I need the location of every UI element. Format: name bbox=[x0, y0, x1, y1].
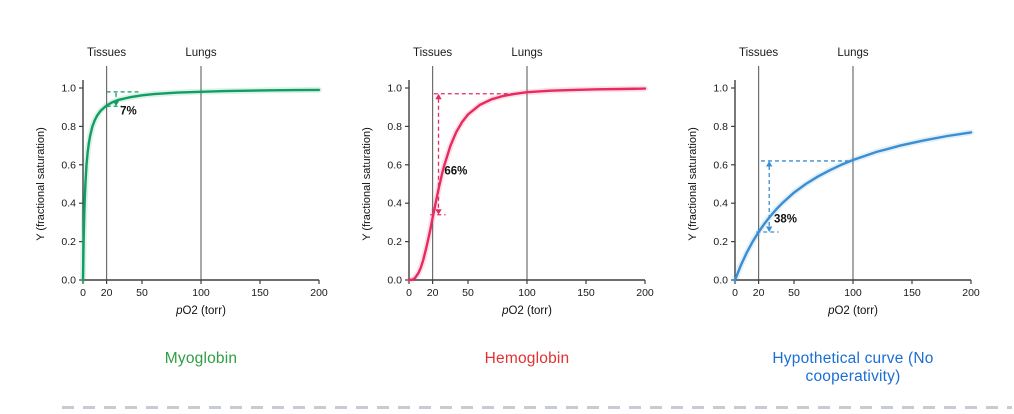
arrowhead-down-icon bbox=[435, 209, 442, 215]
x-tick-label: 0 bbox=[80, 287, 86, 299]
y-tick-label: 0.8 bbox=[61, 121, 76, 133]
saturation-curve bbox=[81, 88, 321, 282]
bottom-dashed-divider bbox=[62, 406, 1012, 409]
chart-myoglobin: Tissues Lungs 0 20 50 100 150 200 0.0 0.2 0.4 0.6 0.… bbox=[35, 47, 328, 317]
reference-label-tissues: Tissues bbox=[739, 47, 778, 59]
x-tick-label: 20 bbox=[753, 287, 765, 299]
arrowhead-down-icon bbox=[112, 100, 120, 107]
saturation-curve bbox=[733, 131, 973, 282]
y-tick-label: 1.0 bbox=[387, 83, 402, 95]
reference-label-lungs: Lungs bbox=[837, 47, 869, 59]
y-tick-label: 0.8 bbox=[713, 121, 728, 133]
y-tick-label: 0.0 bbox=[387, 275, 402, 287]
charts-row: Tissues Lungs 0 20 50 100 150 200 0.0 0.2 0.4 0.6 0.… bbox=[31, 40, 983, 386]
y-axis-title: Y (fractional saturation) bbox=[687, 127, 699, 241]
x-axis-title: pO2 (torr) bbox=[501, 305, 552, 317]
x-tick-label: 100 bbox=[844, 287, 862, 299]
reference-label-tissues: Tissues bbox=[413, 47, 452, 59]
chart-caption-hypothetical: Hypothetical curve (No cooperativity) bbox=[772, 350, 934, 385]
y-tick-label: 0.4 bbox=[713, 198, 728, 210]
x-tick-label: 150 bbox=[577, 287, 595, 299]
x-tick-label: 100 bbox=[192, 287, 210, 299]
x-tick-label: 150 bbox=[903, 287, 921, 299]
x-tick-label: 200 bbox=[636, 287, 654, 299]
y-tick-label: 0.2 bbox=[61, 236, 76, 248]
annotation-percent-label: 66% bbox=[444, 165, 467, 177]
annotation-percent-label: 7% bbox=[120, 105, 137, 117]
y-tick-label: 0.0 bbox=[713, 275, 728, 287]
arrowhead-down-icon bbox=[766, 226, 773, 232]
annotation-percent-label: 38% bbox=[774, 213, 797, 225]
y-tick-label: 0.4 bbox=[61, 198, 76, 210]
x-axis-title: pO2 (torr) bbox=[175, 305, 226, 317]
panel-myoglobin: Tissues Lungs 0 20 50 100 150 200 0.0 0.2 0.4 0.6 0.… bbox=[31, 40, 331, 386]
x-tick-label: 0 bbox=[732, 287, 738, 299]
y-axis-title: Y (fractional saturation) bbox=[35, 127, 47, 241]
chart-hypothetical: Tissues Lungs 0 20 50 100 150 200 0.0 0.2 0.4 0.6 0.… bbox=[687, 47, 980, 317]
panel-hemoglobin: Tissues Lungs 0 20 50 100 150 200 0.0 0.2 0.4 0.6 0.… bbox=[357, 40, 657, 386]
reference-label-lungs: Lungs bbox=[511, 47, 543, 59]
x-axis-title: pO2 (torr) bbox=[827, 305, 878, 317]
y-tick-label: 0.0 bbox=[61, 275, 76, 287]
y-tick-label: 0.8 bbox=[387, 121, 402, 133]
y-tick-label: 0.2 bbox=[713, 236, 728, 248]
reference-label-lungs: Lungs bbox=[185, 47, 217, 59]
x-tick-label: 20 bbox=[101, 287, 113, 299]
arrowhead-up-icon bbox=[766, 160, 773, 167]
x-tick-label: 50 bbox=[136, 287, 148, 299]
x-tick-label: 200 bbox=[310, 287, 328, 299]
chart-caption-hemoglobin: Hemoglobin bbox=[484, 350, 570, 367]
y-tick-label: 1.0 bbox=[713, 83, 728, 95]
y-tick-label: 1.0 bbox=[61, 83, 76, 95]
y-axis-title: Y (fractional saturation) bbox=[361, 127, 373, 241]
panel-hypothetical: Tissues Lungs 0 20 50 100 150 200 0.0 0.2 0.4 0.6 0.… bbox=[683, 40, 983, 386]
y-tick-label: 0.6 bbox=[61, 159, 76, 171]
y-tick-label: 0.2 bbox=[387, 236, 402, 248]
x-tick-label: 50 bbox=[462, 287, 474, 299]
y-tick-label: 0.6 bbox=[387, 159, 402, 171]
x-tick-label: 20 bbox=[427, 287, 439, 299]
x-tick-label: 50 bbox=[788, 287, 800, 299]
x-tick-label: 200 bbox=[962, 287, 980, 299]
chart-caption-myoglobin: Myoglobin bbox=[164, 350, 238, 367]
saturation-curve bbox=[407, 87, 647, 282]
chart-hemoglobin: Tissues Lungs 0 20 50 100 150 200 0.0 0.2 0.4 0.6 0.… bbox=[361, 47, 654, 317]
reference-label-tissues: Tissues bbox=[87, 47, 126, 59]
x-tick-label: 100 bbox=[518, 287, 536, 299]
x-tick-label: 0 bbox=[406, 287, 412, 299]
arrowhead-up-icon bbox=[435, 93, 442, 100]
y-tick-label: 0.6 bbox=[713, 159, 728, 171]
x-tick-label: 150 bbox=[251, 287, 269, 299]
y-tick-label: 0.4 bbox=[387, 198, 402, 210]
